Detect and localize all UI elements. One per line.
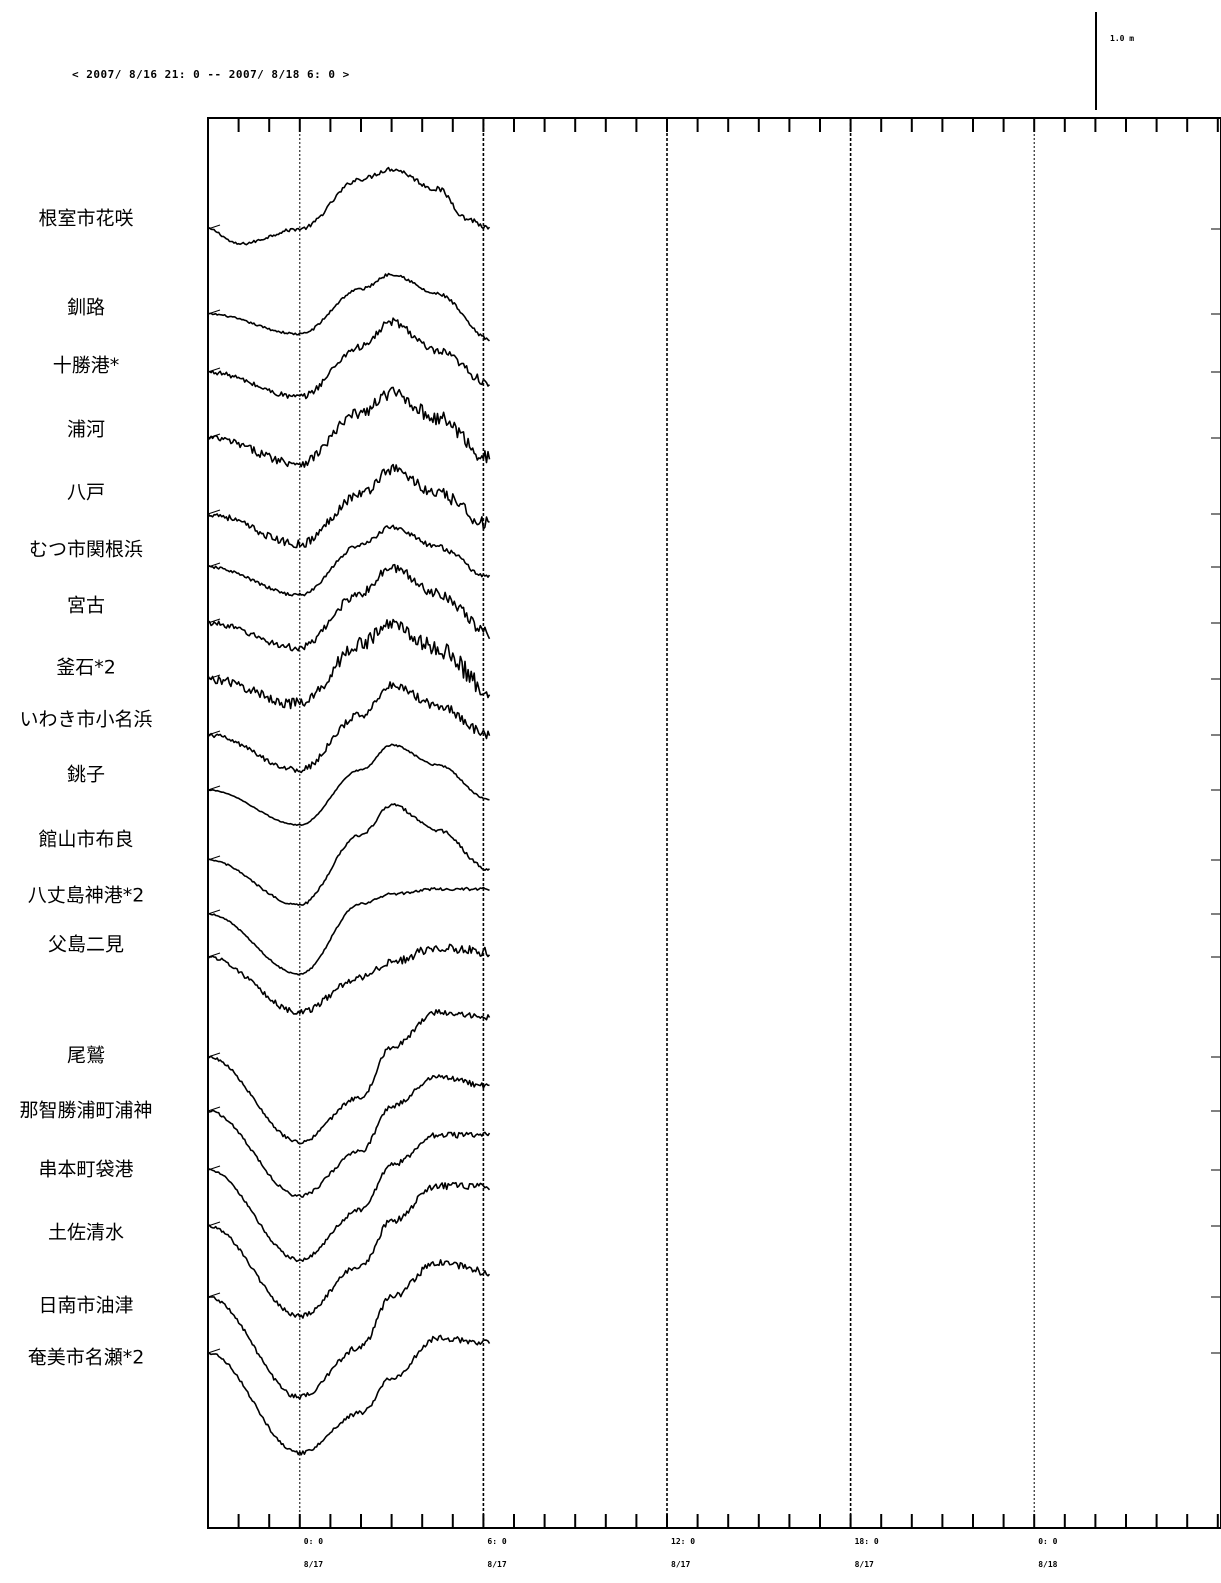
station-label: 宮古 [66, 594, 106, 617]
station-label: 土佐清水 [47, 1221, 125, 1244]
baseline-tick [207, 433, 221, 439]
tide-trace [207, 943, 491, 1015]
baseline-tick [207, 952, 221, 958]
tide-trace [207, 524, 491, 597]
baseline-tick [207, 1348, 221, 1354]
x-tick-label: 0: 0 [1038, 1537, 1058, 1546]
baseline-tick [207, 309, 221, 315]
period-label: < 2007/ 8/16 21: 0 -- 2007/ 8/18 6: 0 > [72, 68, 350, 81]
tide-trace [207, 272, 490, 342]
tide-trace [207, 1131, 491, 1263]
station-label: 釜石*2 [56, 656, 116, 679]
station-label: 十勝港* [52, 354, 120, 377]
baseline-tick [207, 855, 221, 861]
station-label: 奄美市名瀬*2 [27, 1346, 145, 1369]
station-label: 館山市布良 [38, 828, 134, 851]
station-label: 八丈島神港*2 [27, 884, 145, 907]
tide-trace [207, 1181, 491, 1319]
station-label: 銚子 [66, 763, 106, 786]
station-label: 串本町袋港 [38, 1158, 134, 1181]
axis-ticks [207, 118, 1219, 1528]
baseline-tick [207, 618, 221, 624]
baseline-tick [207, 785, 221, 791]
x-tick-label: 6: 0 [487, 1537, 507, 1546]
baseline-tick [207, 1221, 221, 1227]
station-label: 浦河 [66, 418, 106, 441]
tide-trace [207, 743, 490, 826]
x-date-label: 8/17 [671, 1560, 691, 1569]
baseline-tick [207, 367, 221, 373]
baseline-tick [207, 674, 221, 680]
x-tick-label: 18: 0 [854, 1537, 879, 1546]
x-tick-label: 0: 0 [303, 1537, 324, 1546]
x-date-label: 8/17 [854, 1560, 874, 1569]
baseline-tick [207, 562, 221, 568]
tide-trace [207, 166, 491, 246]
x-date-label: 8/17 [487, 1560, 507, 1569]
tide-trace [207, 563, 491, 652]
baseline-tick [207, 224, 221, 230]
plot-frame [207, 117, 1221, 1529]
station-label: 釧路 [66, 296, 106, 319]
baseline-tick [207, 1052, 221, 1058]
tide-trace [207, 886, 490, 976]
tide-trace [207, 618, 491, 710]
station-label: 父島二見 [47, 933, 125, 956]
station-label: いわき市小名浜 [19, 708, 153, 731]
station-label: むつ市関根浜 [28, 538, 144, 561]
station-label: 八戸 [66, 481, 106, 504]
baseline-tick [207, 1292, 221, 1298]
tide-trace [207, 1074, 490, 1198]
station-label: 尾鷲 [66, 1044, 106, 1067]
grid-lines [299, 118, 1035, 1528]
station-label: 那智勝浦町浦神 [19, 1099, 153, 1122]
station-label: 根室市花咲 [38, 207, 134, 230]
x-tick-label: 12: 0 [671, 1537, 696, 1546]
baseline-tick [207, 1165, 221, 1171]
baseline-tick [207, 1106, 221, 1112]
x-date-label: 8/18 [1038, 1560, 1058, 1569]
tide-trace [207, 317, 490, 400]
tide-trace [207, 1334, 491, 1456]
tide-trace [207, 681, 491, 774]
x-date-label: 8/17 [303, 1560, 324, 1569]
tide-trace [207, 386, 491, 468]
baseline-tick [207, 509, 221, 515]
station-label: 日南市油津 [38, 1294, 134, 1317]
tide-trace [207, 463, 490, 549]
tide-trace [207, 1259, 491, 1400]
baseline-markers [1211, 228, 1221, 1354]
tide-trace [207, 803, 491, 906]
baseline-tick [207, 909, 221, 915]
traces [207, 166, 491, 1456]
baseline-tick [207, 730, 221, 736]
tide-trace [207, 1009, 491, 1145]
scale-bar-label: 1.0 m [1110, 34, 1135, 43]
